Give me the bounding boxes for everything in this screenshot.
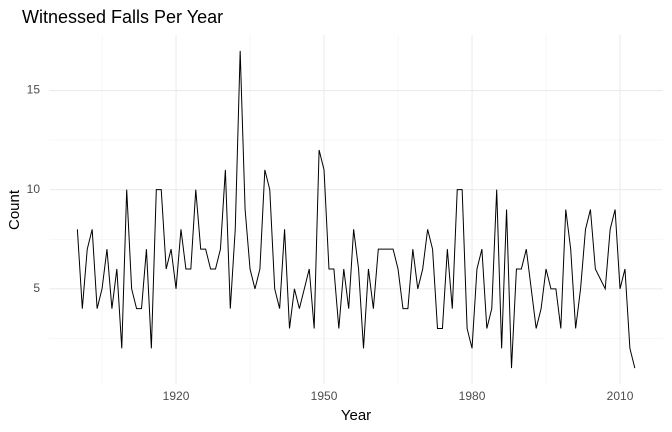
y-tick-label: 10 <box>27 182 41 196</box>
x-tick-label: 1980 <box>459 389 486 403</box>
y-axis-title: Count <box>6 189 23 230</box>
x-tick-label: 1920 <box>163 389 190 403</box>
x-tick-label: 1950 <box>311 389 338 403</box>
y-tick-label: 15 <box>27 83 41 97</box>
y-tick-label: 5 <box>33 281 40 295</box>
data-line <box>76 50 636 369</box>
x-tick-label: 2010 <box>607 389 634 403</box>
chart-title: Witnessed Falls Per Year <box>22 7 223 27</box>
x-axis-title: Year <box>341 407 371 424</box>
